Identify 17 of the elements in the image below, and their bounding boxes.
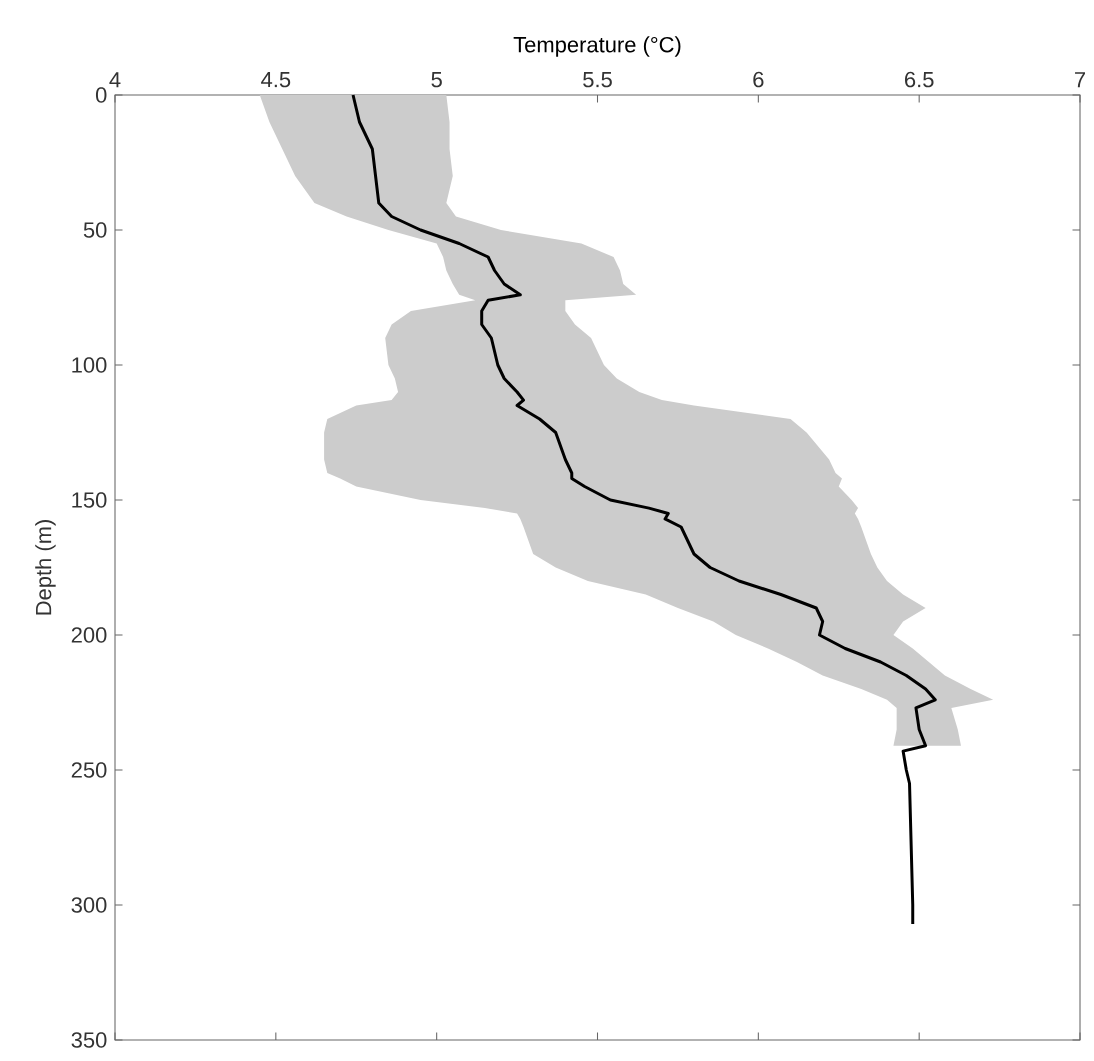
x-tick-label: 4.5 [261, 72, 291, 88]
x-axis-title: Temperature (°C) [513, 36, 681, 57]
y-tick-label: 0 [95, 87, 107, 103]
y-tick-label: 200 [71, 627, 107, 643]
y-tick-label: 100 [72, 357, 107, 373]
x-tick-label: 6.5 [905, 71, 934, 88]
y-axis-title: Depth (m) [35, 520, 56, 615]
x-tick-label: 7 [1075, 72, 1085, 88]
y-tick-label: 300 [71, 897, 107, 913]
y-tick-label: 250 [71, 762, 107, 778]
y-tick-label: 50 [83, 222, 107, 238]
x-tick-label: 5.5 [583, 72, 612, 88]
y-tick-label: 150 [72, 492, 107, 508]
x-tick-label: 5 [431, 72, 442, 88]
y-tick-label: 350 [71, 1032, 107, 1048]
x-tick-label: 4 [109, 72, 121, 88]
x-tick-label: 6 [753, 71, 764, 88]
